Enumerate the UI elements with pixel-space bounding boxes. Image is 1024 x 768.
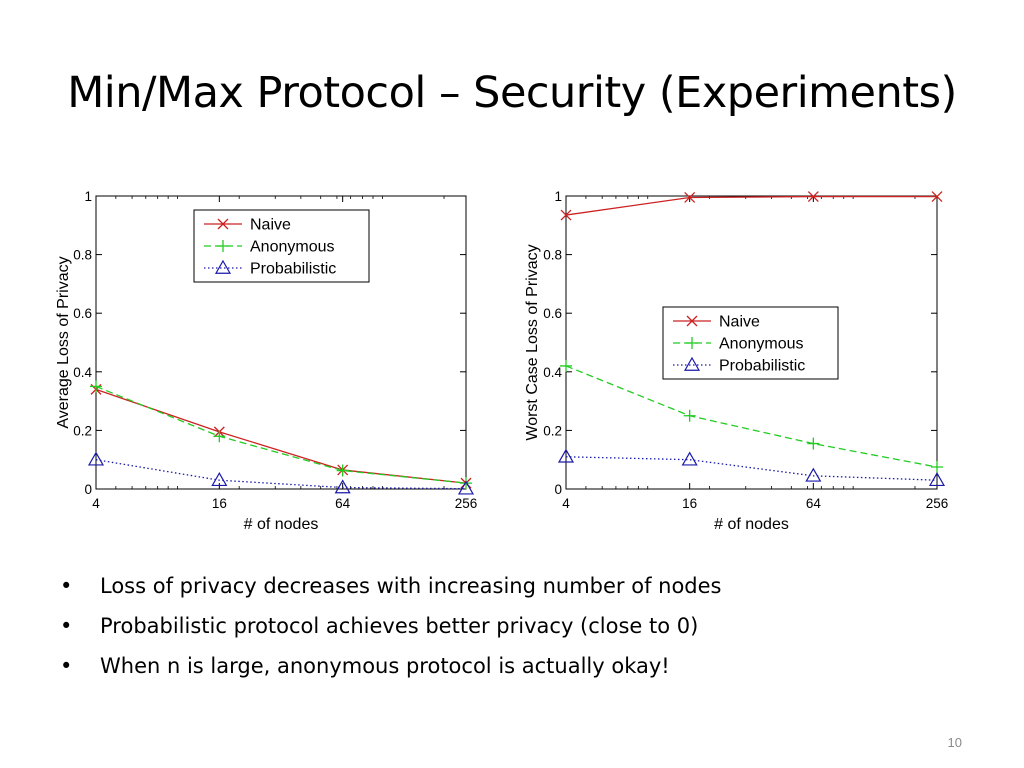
marker-plus [931, 461, 943, 474]
series-anonymous [560, 359, 943, 474]
x-axis-label: # of nodes [244, 516, 319, 533]
x-tick-label: 16 [682, 496, 697, 511]
marker-plus [213, 430, 226, 443]
legend-label: Probabilistic [719, 358, 805, 375]
marker-triangle [681, 451, 698, 466]
marker-plus [807, 437, 820, 450]
slide-title: Min/Max Protocol – Security (Experiments… [67, 68, 957, 118]
series-line [565, 365, 938, 468]
marker-plus [460, 477, 472, 490]
y-tick-label: 0.6 [543, 306, 562, 321]
bullet-dot: • [60, 574, 73, 598]
marker-x [560, 209, 572, 221]
legend-label: Naive [250, 217, 291, 234]
y-tick-label: 1 [554, 189, 562, 204]
y-tick-label: 0.8 [543, 248, 562, 263]
marker-triangle [87, 451, 105, 466]
marker-triangle [457, 480, 475, 495]
marker-triangle [805, 467, 822, 482]
marker-triangle [928, 472, 946, 487]
series-naive [560, 191, 943, 221]
series-probabilistic [87, 451, 475, 495]
chart-worst-case-loss: 4 16 64 256 0 0.2 0.4 0.6 0.8 1 # of nodes Worst Ca… [524, 189, 949, 533]
series-line [95, 385, 467, 484]
marker-triangle [214, 259, 232, 274]
bullet-item: • Probabilistic protocol achieves better… [58, 610, 978, 650]
y-tick-label: 0.2 [73, 423, 92, 438]
legend-label: Naive [719, 314, 760, 331]
x-tick-label: 256 [455, 496, 478, 511]
marker-plus [90, 380, 102, 393]
marker-plus [560, 359, 572, 372]
marker-plus [683, 409, 696, 422]
x-tick-label: 256 [926, 496, 949, 511]
y-axis-label: Worst Case Loss of Privacy [524, 244, 541, 440]
marker-x [684, 192, 696, 203]
x-tick-label: 64 [335, 496, 351, 511]
x-tick-label: 4 [562, 496, 570, 511]
series-anonymous [90, 380, 472, 490]
bullet-text: When n is large, anonymous protocol is a… [100, 654, 670, 678]
x-tick-label: 4 [92, 496, 100, 511]
bullet-item: • Loss of privacy decreases with increas… [58, 570, 978, 610]
legend: Naive Anonymous Probabilistic [193, 209, 370, 283]
bullet-list: • Loss of privacy decreases with increas… [58, 570, 978, 690]
marker-x [807, 191, 819, 203]
bullet-item: • When n is large, anonymous protocol is… [58, 650, 978, 690]
marker-plus [686, 337, 698, 349]
legend-label: Anonymous [719, 336, 804, 353]
marker-x [686, 315, 698, 327]
y-tick-label: 0.6 [73, 306, 92, 321]
y-tick-label: 0.4 [73, 365, 92, 380]
y-tick-label: 1 [84, 189, 92, 204]
bullet-text: Probabilistic protocol achieves better p… [100, 614, 699, 638]
legend: Naive Anonymous Probabilistic [662, 306, 839, 380]
bullet-dot: • [60, 614, 73, 638]
y-tick-label: 0.8 [73, 248, 92, 263]
x-tick-label: 64 [806, 496, 822, 511]
marker-plus [217, 240, 229, 252]
chart-average-loss: 4 16 64 256 0 0.2 0.4 0.6 0.8 1 # of nodes Average … [55, 189, 478, 533]
series-line [565, 195, 937, 216]
marker-x [931, 191, 943, 203]
marker-plus [336, 464, 349, 477]
marker-triangle [334, 479, 351, 494]
y-tick-label: 0 [554, 482, 562, 497]
y-tick-label: 0 [84, 482, 92, 497]
y-tick-label: 0.4 [543, 365, 562, 380]
bullet-dot: • [60, 654, 73, 678]
marker-x [217, 218, 229, 230]
legend-label: Anonymous [250, 239, 335, 256]
bullet-text: Loss of privacy decreases with increasin… [100, 574, 722, 598]
tick-marks [565, 195, 938, 490]
marker-triangle [211, 472, 228, 487]
series-probabilistic [557, 448, 946, 487]
x-tick-label: 16 [212, 496, 227, 511]
y-tick-label: 0.2 [543, 423, 562, 438]
legend-label: Probabilistic [250, 261, 336, 278]
y-axis-label: Average Loss of Privacy [55, 256, 72, 428]
x-axis-label: # of nodes [714, 516, 789, 533]
marker-triangle [683, 356, 701, 371]
marker-triangle [557, 448, 575, 463]
page-number: 10 [947, 735, 962, 750]
